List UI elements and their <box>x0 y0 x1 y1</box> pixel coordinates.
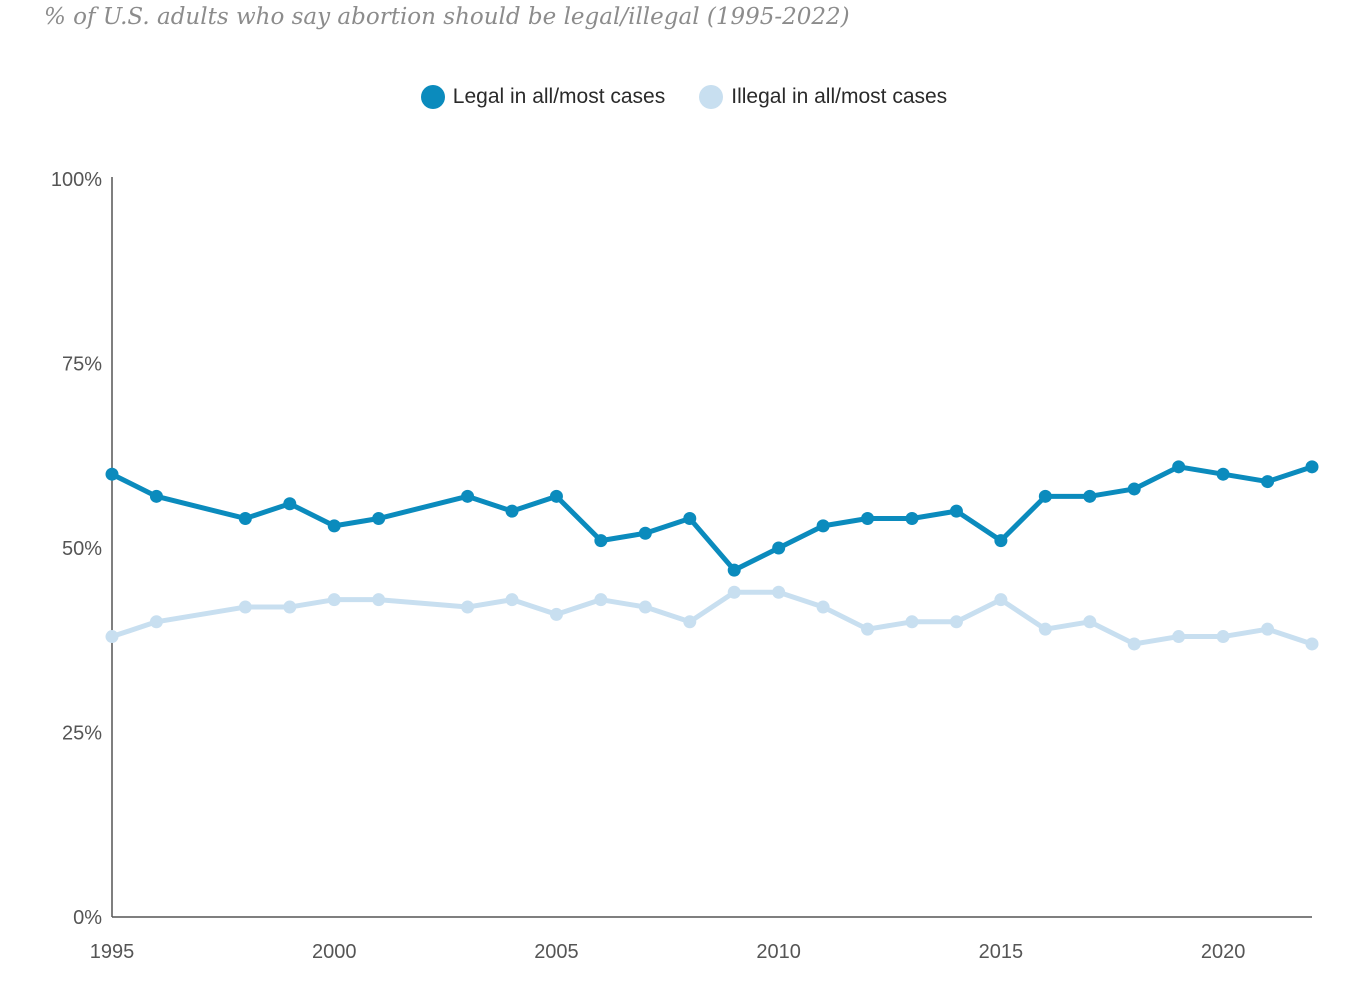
y-tick-label: 0% <box>73 907 102 929</box>
legend: Legal in all/most cases Illegal in all/m… <box>0 82 1368 112</box>
data-point-illegal <box>1261 622 1275 636</box>
data-point-legal <box>283 497 297 511</box>
x-tick-label: 2005 <box>534 941 579 963</box>
legend-label-illegal: Illegal in all/most cases <box>731 85 948 108</box>
x-tick-label: 2010 <box>756 941 801 963</box>
y-tick-label: 50% <box>62 538 102 560</box>
data-point-legal <box>105 467 119 481</box>
legend-label-legal: Legal in all/most cases <box>452 85 666 108</box>
data-point-legal <box>594 534 608 548</box>
data-point-illegal <box>1172 630 1186 644</box>
data-point-illegal <box>1305 637 1319 651</box>
data-point-illegal <box>327 593 341 607</box>
data-point-illegal <box>1083 615 1097 629</box>
data-point-legal <box>1083 489 1097 503</box>
data-point-legal <box>994 534 1008 548</box>
legend-swatch-legal <box>420 85 445 109</box>
data-point-legal <box>549 489 563 503</box>
data-point-legal <box>327 519 341 533</box>
data-point-illegal <box>461 600 475 614</box>
data-point-illegal <box>994 593 1008 607</box>
data-point-legal <box>772 541 786 555</box>
series-line-illegal <box>109 589 1315 647</box>
data-point-illegal <box>105 630 119 644</box>
series-line-legal <box>109 464 1315 573</box>
data-point-legal <box>505 504 519 518</box>
data-point-legal <box>1172 460 1186 474</box>
chart-title: % of U.S. adults who say abortion should… <box>44 4 850 30</box>
x-tick-label: 2020 <box>1201 941 1246 963</box>
x-tick-label: 1995 <box>90 941 135 963</box>
data-point-legal <box>683 511 697 525</box>
data-point-illegal <box>372 593 386 607</box>
data-point-legal <box>949 504 963 518</box>
data-point-legal <box>461 489 475 503</box>
data-point-legal <box>1038 489 1052 503</box>
data-point-illegal <box>949 615 963 629</box>
data-point-legal <box>905 511 919 525</box>
data-point-illegal <box>1038 622 1052 636</box>
data-point-illegal <box>1127 637 1141 651</box>
x-tick-label: 2015 <box>979 941 1024 963</box>
data-point-illegal <box>283 600 297 614</box>
data-point-illegal <box>816 600 830 614</box>
data-point-illegal <box>905 615 919 629</box>
data-point-legal <box>1261 475 1275 489</box>
data-point-illegal <box>1216 630 1230 644</box>
data-point-legal <box>149 489 163 503</box>
data-point-legal <box>1216 467 1230 481</box>
data-point-illegal <box>772 585 786 599</box>
legend-item-illegal: Illegal in all/most cases <box>699 85 947 109</box>
data-point-illegal <box>238 600 252 614</box>
data-point-legal <box>861 511 875 525</box>
y-tick-label: 100% <box>51 169 102 191</box>
data-point-legal <box>727 563 741 577</box>
data-point-illegal <box>594 593 608 607</box>
data-point-illegal <box>638 600 652 614</box>
legend-swatch-illegal <box>699 85 724 109</box>
data-point-legal <box>1127 482 1141 496</box>
data-point-legal <box>816 519 830 533</box>
data-point-legal <box>372 511 386 525</box>
data-point-illegal <box>683 615 697 629</box>
data-point-illegal <box>505 593 519 607</box>
data-point-legal <box>638 526 652 540</box>
data-point-legal <box>238 511 252 525</box>
data-point-illegal <box>149 615 163 629</box>
data-point-illegal <box>549 607 563 621</box>
legend-item-legal: Legal in all/most cases <box>420 85 666 109</box>
data-point-illegal <box>861 622 875 636</box>
y-tick-label: 75% <box>62 354 102 376</box>
data-point-legal <box>1305 460 1319 474</box>
data-point-illegal <box>727 585 741 599</box>
x-tick-label: 2000 <box>312 941 357 963</box>
y-tick-label: 25% <box>62 723 102 745</box>
